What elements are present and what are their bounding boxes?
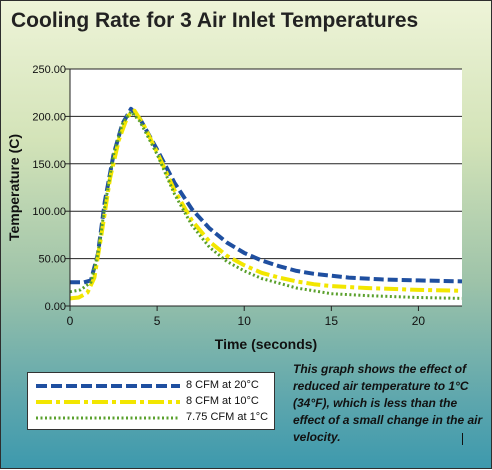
legend-label-8cfm-20c: 8 CFM at 20°C <box>186 379 259 391</box>
legend-label-775cfm-1c: 7.75 CFM at 1°C <box>186 411 269 423</box>
x-tick-label: 0 <box>67 314 74 328</box>
x-axis-label: Time (seconds) <box>215 336 317 352</box>
chart-title: Cooling Rate for 3 Air Inlet Temperature… <box>11 9 419 32</box>
x-tick-label: 20 <box>412 314 426 328</box>
caption-end-mark <box>462 433 463 445</box>
x-tick-label: 15 <box>325 314 339 328</box>
y-axis-label: Temperature (C) <box>6 134 22 241</box>
plot-area <box>70 69 462 306</box>
legend-swatch-775cfm-1c <box>36 416 180 420</box>
legend-swatch-8cfm-20c <box>36 384 180 388</box>
legend: 8 CFM at 20°C 8 CFM at 10°C 7.75 CFM at … <box>27 372 275 430</box>
y-tick-label: 0.00 <box>45 301 66 313</box>
legend-entry-775cfm-1c: 7.75 CFM at 1°C <box>28 410 274 426</box>
x-tick-label: 5 <box>154 314 161 328</box>
legend-entry-8cfm-10c: 8 CFM at 10°C <box>28 394 274 410</box>
chart-caption: This graph shows the effect of reduced a… <box>293 362 483 444</box>
y-tick-label: 150.00 <box>32 159 66 171</box>
series-line-1 <box>70 106 463 285</box>
y-tick-label: 50.00 <box>38 254 66 266</box>
series-line-3 <box>69 110 463 300</box>
legend-label-8cfm-10c: 8 CFM at 10°C <box>186 395 259 407</box>
legend-swatch-8cfm-10c <box>36 400 180 404</box>
legend-entry-8cfm-20c: 8 CFM at 20°C <box>28 378 274 394</box>
x-tick-label: 10 <box>238 314 252 328</box>
y-tick-label: 200.00 <box>32 111 66 123</box>
y-tick-label: 250.00 <box>32 64 66 76</box>
y-tick-label: 100.00 <box>32 206 66 218</box>
